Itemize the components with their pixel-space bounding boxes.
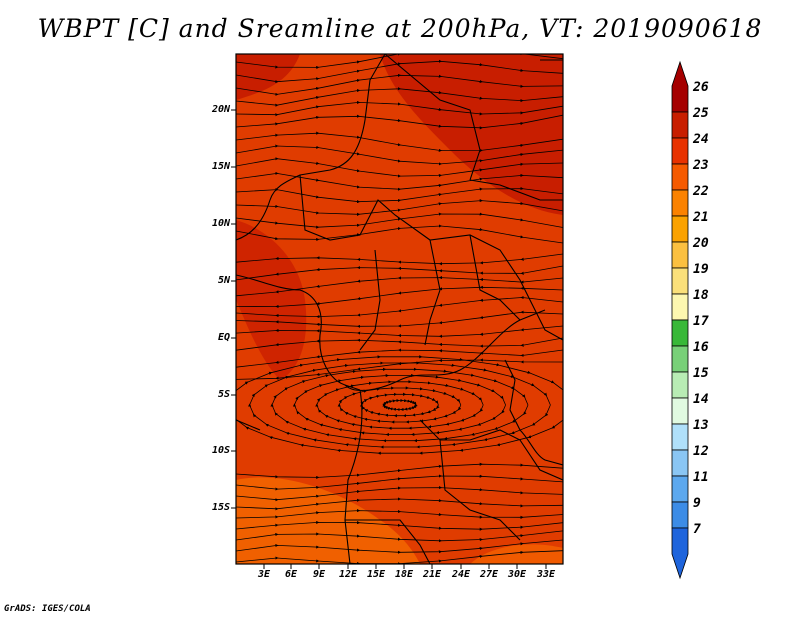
lon-label-6e: 6E — [284, 569, 298, 580]
colorbar-label-21: 21 — [693, 210, 709, 225]
lat-label-5s: 5S — [217, 389, 230, 400]
grads-credit: GrADS: IGES/COLA — [4, 604, 91, 614]
streamline — [236, 198, 563, 216]
colorbar-segment — [671, 163, 689, 191]
colorbar-segment — [671, 527, 689, 580]
colorbar-label-25: 25 — [693, 106, 709, 121]
streamline — [236, 310, 563, 328]
lat-label-10s: 10S — [211, 445, 230, 456]
streamline — [236, 325, 563, 338]
colorbar-segment — [671, 111, 689, 139]
colorbar-segment — [671, 215, 689, 243]
streamline — [236, 509, 563, 519]
lat-label-eq: EQ — [217, 332, 230, 343]
colorbar-label-12: 12 — [693, 444, 709, 459]
colorbar-label-18: 18 — [693, 288, 709, 303]
lon-label-15e: 15E — [366, 569, 386, 580]
colorbar-label-24: 24 — [693, 132, 709, 147]
colorbar-label-9: 9 — [693, 496, 701, 511]
lon-label-3e: 3E — [257, 569, 271, 580]
lat-label-15n: 15N — [211, 161, 230, 172]
streamline — [236, 100, 563, 117]
colorbar-label-13: 13 — [693, 418, 709, 433]
lon-label-18e: 18E — [394, 569, 414, 580]
colorbar-segment — [671, 423, 689, 451]
streamline — [236, 265, 563, 281]
colorbar-label-16: 16 — [693, 340, 709, 355]
lat-label-15s: 15S — [211, 502, 230, 513]
colorbar-segment — [671, 371, 689, 399]
colorbar-segment — [671, 293, 689, 321]
lon-label-12e: 12E — [338, 569, 358, 580]
lon-label-9e: 9E — [312, 569, 326, 580]
streamline — [236, 530, 563, 543]
streamline — [236, 224, 563, 244]
colorbar-label-19: 19 — [693, 262, 709, 277]
colorbar-label-7: 7 — [693, 522, 701, 537]
colorbar-label-20: 20 — [693, 236, 709, 251]
colorbar — [671, 60, 689, 580]
streamline — [236, 253, 563, 266]
map-title: WBPT [C] and Sreamline at 200hPa, VT: 20… — [37, 14, 763, 43]
colorbar-segment — [671, 475, 689, 503]
streamline — [236, 337, 563, 351]
colorbar-label-15: 15 — [693, 366, 709, 381]
map-frame — [235, 53, 564, 565]
colorbar-label-23: 23 — [693, 158, 709, 173]
colorbar-segment — [671, 449, 689, 477]
lon-label-21e: 21E — [422, 569, 442, 580]
colorbar-segment — [671, 319, 689, 347]
colorbar-label-11: 11 — [693, 470, 709, 485]
lat-label-5n: 5N — [217, 275, 230, 286]
colorbar-segment — [671, 397, 689, 425]
colorbar-segment — [671, 267, 689, 295]
colorbar-segment — [671, 501, 689, 529]
lat-label-10n: 10N — [211, 218, 230, 229]
colorbar-segment — [671, 137, 689, 165]
colorbar-label-14: 14 — [693, 392, 709, 407]
lon-label-33e: 33E — [536, 569, 556, 580]
lon-label-24e: 24E — [451, 569, 471, 580]
colorbar-label-17: 17 — [693, 314, 709, 329]
streamline — [236, 114, 563, 130]
lon-label-30e: 30E — [507, 569, 527, 580]
lat-label-20n: 20N — [211, 104, 230, 115]
colorbar-label-26: 26 — [693, 80, 709, 95]
lon-label-27e: 27E — [479, 569, 499, 580]
streamline — [236, 497, 563, 511]
country-borders — [236, 54, 563, 564]
colorbar-segment — [671, 345, 689, 373]
streamline — [236, 355, 563, 455]
colorbar-segment — [671, 241, 689, 269]
colorbar-label-22: 22 — [693, 184, 709, 199]
colorbar-segment — [671, 60, 689, 113]
colorbar-segment — [671, 189, 689, 217]
